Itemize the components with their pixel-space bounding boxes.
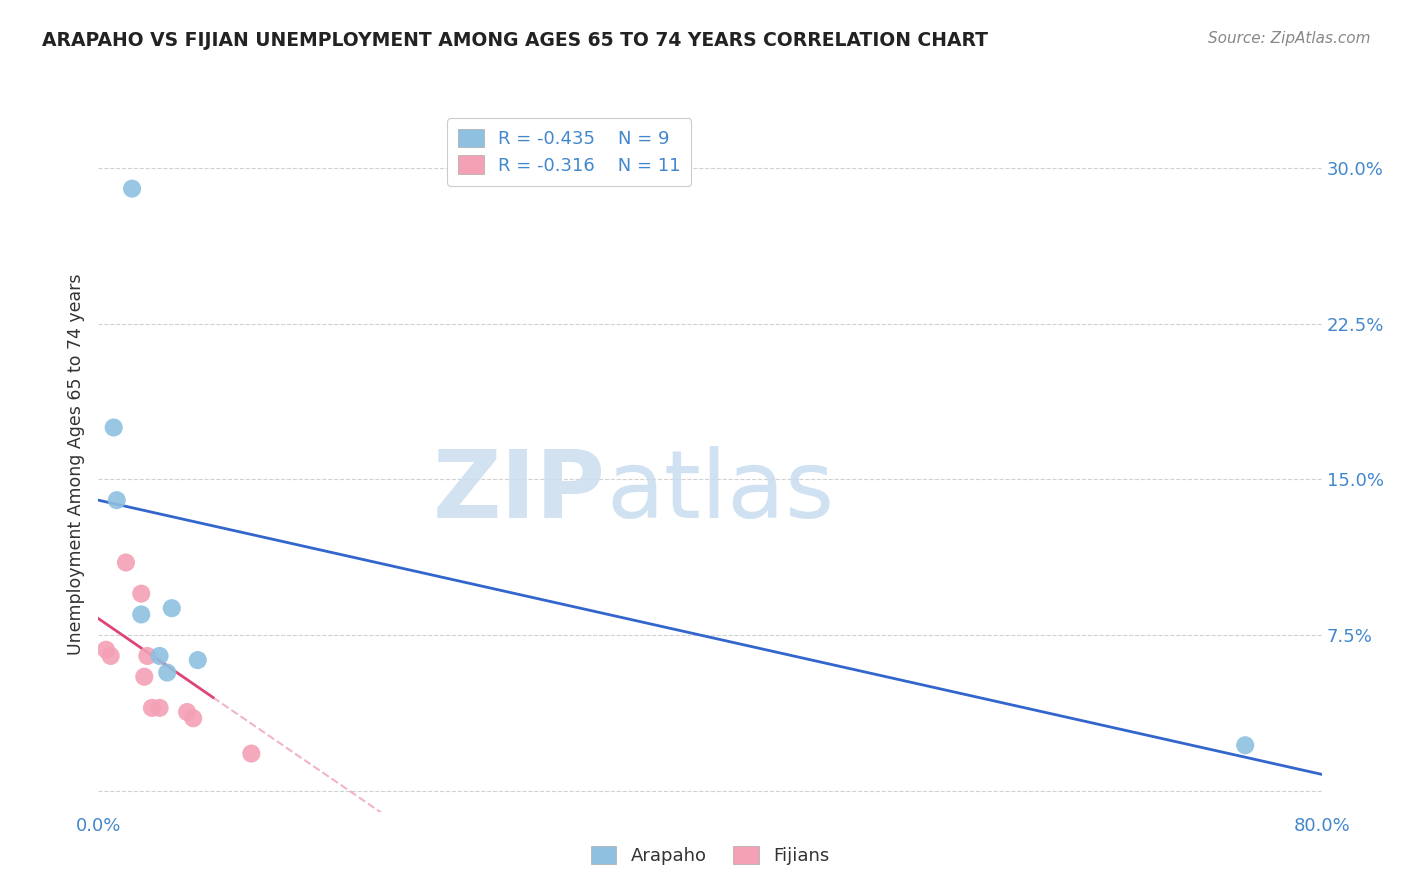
- Point: [149, 648, 172, 663]
- Point: [136, 648, 159, 663]
- Point: [100, 648, 122, 663]
- Legend: Arapaho, Fijians: Arapaho, Fijians: [583, 838, 837, 872]
- Point: [141, 701, 163, 715]
- Point: [115, 556, 138, 570]
- Text: ARAPAHO VS FIJIAN UNEMPLOYMENT AMONG AGES 65 TO 74 YEARS CORRELATION CHART: ARAPAHO VS FIJIAN UNEMPLOYMENT AMONG AGE…: [42, 31, 988, 50]
- Point: [103, 420, 125, 434]
- Point: [94, 642, 117, 657]
- Point: [160, 601, 183, 615]
- Text: Source: ZipAtlas.com: Source: ZipAtlas.com: [1208, 31, 1371, 46]
- Point: [240, 747, 263, 761]
- Point: [1234, 738, 1257, 752]
- Point: [121, 181, 143, 195]
- Text: atlas: atlas: [606, 446, 834, 538]
- Point: [105, 493, 128, 508]
- Point: [156, 665, 179, 680]
- Point: [181, 711, 204, 725]
- Point: [129, 587, 152, 601]
- Point: [129, 607, 152, 622]
- Point: [176, 705, 198, 719]
- Point: [149, 701, 172, 715]
- Point: [187, 653, 209, 667]
- Text: ZIP: ZIP: [433, 446, 606, 538]
- Y-axis label: Unemployment Among Ages 65 to 74 years: Unemployment Among Ages 65 to 74 years: [66, 273, 84, 655]
- Point: [134, 670, 156, 684]
